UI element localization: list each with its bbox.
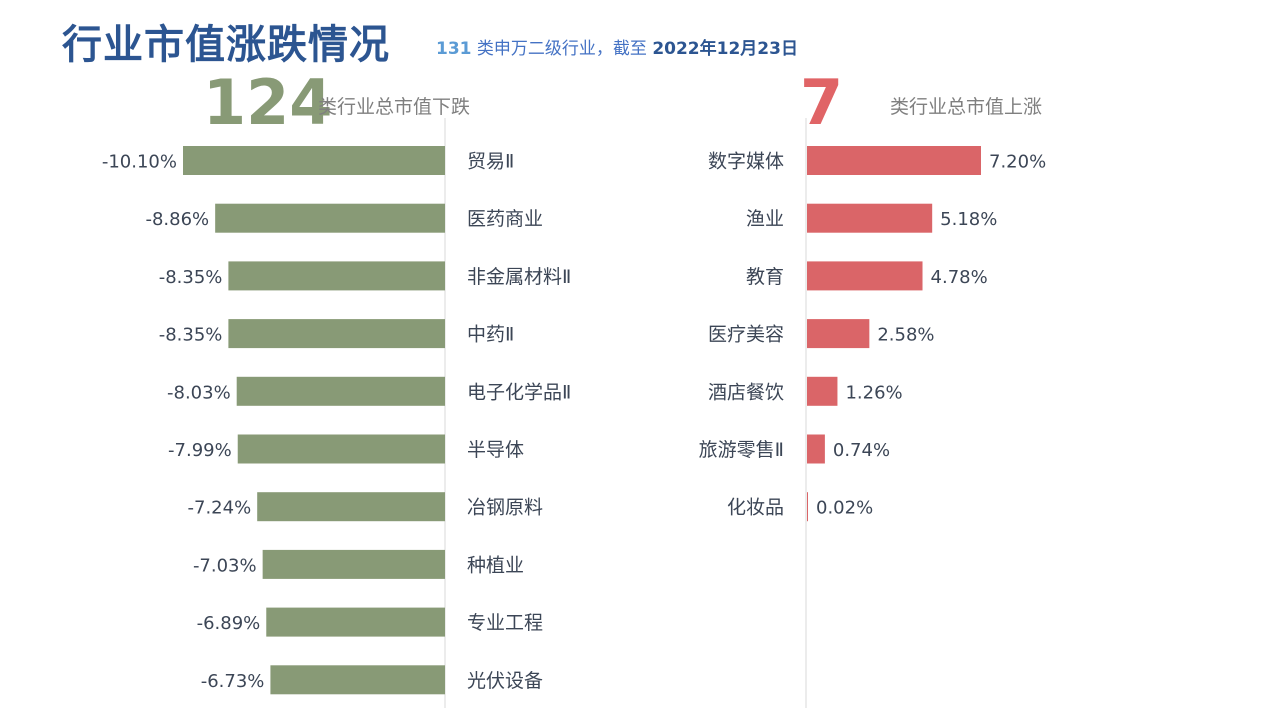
down-bar-category: 种植业 [467, 554, 524, 576]
up-bar-value: 7.20% [989, 152, 1046, 173]
down-bar-category: 贸易Ⅱ [467, 151, 514, 173]
down-bar [262, 549, 445, 579]
down-bar-category: 中药Ⅱ [467, 324, 514, 346]
down-bar [266, 607, 445, 637]
page-title: 行业市值涨跌情况 [62, 22, 390, 68]
up-bar-value: 0.74% [833, 440, 890, 461]
down-bar [228, 319, 445, 349]
page-subtitle: 131 类申万二级行业，截至 2022年12月23日 [436, 34, 798, 59]
down-bar-category: 非金属材料Ⅱ [467, 266, 571, 288]
down-bar-category: 电子化学品Ⅱ [467, 381, 571, 403]
up-bar-value: 1.26% [845, 382, 902, 403]
up-bar-value: 0.02% [816, 498, 873, 519]
up-bar-category: 教育 [746, 266, 784, 288]
subtitle-date: 2022年12月23日 [652, 39, 798, 59]
down-bar-value: -8.35% [159, 325, 223, 346]
up-bar-category: 医疗美容 [708, 324, 784, 346]
up-bar-category: 渔业 [746, 208, 784, 230]
down-bar [237, 434, 445, 464]
down-bar-value: -7.99% [168, 440, 232, 461]
down-count-label: 类行业总市值下跌 [318, 96, 471, 118]
up-bar [807, 261, 923, 291]
up-bar-category: 旅游零售Ⅱ [699, 439, 784, 461]
down-bar [236, 376, 445, 406]
subtitle-text: 类申万二级行业，截至 [471, 39, 653, 59]
up-bar-value: 4.78% [931, 267, 988, 288]
down-bar [215, 203, 445, 233]
subtitle-count: 131 [436, 39, 472, 59]
down-bar-category: 专业工程 [467, 612, 543, 634]
up-bar [807, 203, 933, 233]
up-bar-value: 2.58% [877, 325, 934, 346]
down-bar-value: -8.35% [159, 267, 223, 288]
down-bar [257, 492, 445, 522]
down-bar-value: -6.89% [197, 613, 261, 634]
down-count: 124 [203, 66, 333, 139]
up-bar-category: 数字媒体 [708, 151, 784, 173]
up-bar [807, 146, 981, 175]
down-bar-category: 半导体 [467, 439, 524, 461]
up-bar [807, 434, 825, 464]
down-bar [228, 261, 445, 291]
down-bar-value: -7.03% [193, 555, 257, 576]
down-bar-value: -6.73% [201, 671, 265, 692]
down-bar-value: -7.24% [188, 498, 252, 519]
up-count-label: 类行业总市值上涨 [890, 96, 1043, 118]
down-bar-category: 医药商业 [467, 208, 543, 230]
up-bar-category: 化妆品 [727, 497, 784, 519]
down-bar [183, 146, 445, 175]
down-bar-category: 冶钢原料 [467, 497, 543, 519]
up-count: 7 [800, 66, 844, 139]
up-bar [807, 492, 808, 522]
up-bar-value: 5.18% [940, 209, 997, 230]
down-bar [270, 665, 445, 695]
up-bar-category: 酒店餐饮 [708, 381, 784, 403]
down-bar-value: -8.86% [145, 209, 209, 230]
up-bar [807, 319, 870, 349]
down-bar-value: -10.10% [102, 152, 177, 173]
down-bar-value: -8.03% [167, 382, 231, 403]
up-bar [807, 376, 838, 406]
down-bar-category: 光伏设备 [467, 670, 543, 692]
